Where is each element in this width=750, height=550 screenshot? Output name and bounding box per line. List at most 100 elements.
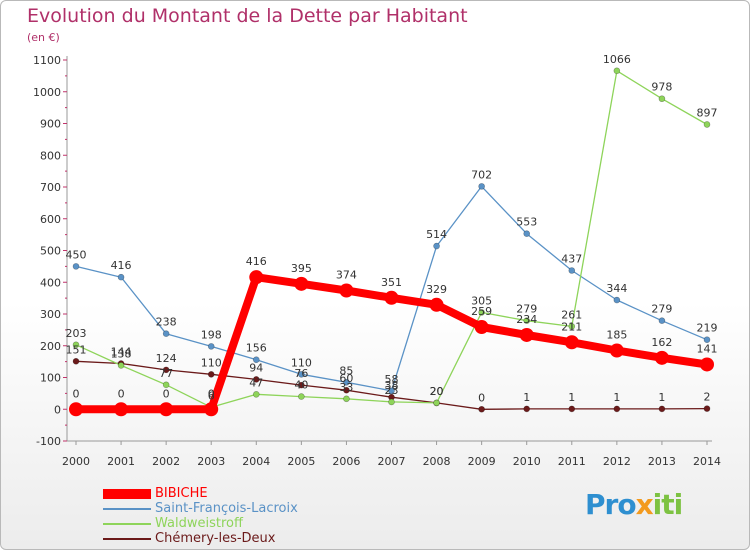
data-label: 279 bbox=[516, 303, 537, 316]
data-point bbox=[478, 183, 485, 190]
data-label: 203 bbox=[66, 327, 87, 340]
data-label: 978 bbox=[651, 81, 672, 94]
data-point bbox=[343, 386, 350, 394]
x-tick-label: 2009 bbox=[468, 455, 496, 468]
data-label: 437 bbox=[561, 253, 582, 266]
data-point bbox=[298, 371, 305, 378]
data-label: 198 bbox=[201, 328, 222, 341]
data-label: 2 bbox=[704, 391, 711, 404]
data-point bbox=[658, 405, 666, 413]
data-point bbox=[343, 395, 350, 403]
data-point bbox=[433, 399, 440, 407]
y-tick-label: 0 bbox=[54, 403, 61, 416]
data-label: 141 bbox=[697, 342, 718, 355]
x-tick-label: 2007 bbox=[378, 455, 406, 468]
data-label: 0 bbox=[208, 387, 215, 400]
data-label: 211 bbox=[561, 320, 582, 333]
data-label: 40 bbox=[294, 379, 308, 392]
data-label: 897 bbox=[697, 106, 718, 119]
data-label: 151 bbox=[66, 343, 87, 356]
y-tick-label: 700 bbox=[40, 181, 61, 194]
data-point bbox=[568, 323, 576, 330]
data-label: 156 bbox=[246, 342, 267, 355]
data-point bbox=[388, 398, 395, 406]
y-tick-label: 600 bbox=[40, 213, 61, 226]
y-tick-label: 400 bbox=[40, 276, 61, 289]
data-point bbox=[249, 270, 264, 285]
data-point bbox=[298, 393, 305, 400]
legend-label-waldweistroff: Waldweistroff bbox=[155, 516, 243, 531]
y-tick-label: 1000 bbox=[33, 86, 61, 99]
data-point bbox=[474, 320, 489, 335]
data-label: 0 bbox=[73, 387, 80, 400]
data-point bbox=[69, 402, 83, 417]
data-point bbox=[117, 273, 125, 281]
data-label: 20 bbox=[430, 385, 444, 398]
data-label: 0 bbox=[163, 387, 170, 400]
data-point bbox=[523, 230, 531, 237]
data-label: 185 bbox=[606, 329, 627, 342]
legend-swatch-waldweistroff bbox=[103, 523, 151, 525]
data-label: 219 bbox=[697, 322, 718, 335]
data-point bbox=[703, 121, 711, 128]
data-label: 144 bbox=[111, 346, 132, 359]
data-label: 702 bbox=[471, 168, 492, 181]
data-point bbox=[658, 95, 666, 103]
data-label: 1 bbox=[658, 391, 665, 404]
data-label: 1 bbox=[613, 391, 620, 404]
data-label: 1 bbox=[568, 391, 575, 404]
data-label: 47 bbox=[249, 376, 263, 389]
data-point bbox=[654, 350, 669, 365]
data-label: 351 bbox=[381, 276, 402, 289]
data-label: 38 bbox=[385, 379, 399, 392]
x-tick-label: 2000 bbox=[62, 455, 90, 468]
data-label: 124 bbox=[156, 352, 177, 365]
data-label: 110 bbox=[291, 356, 312, 369]
data-label: 344 bbox=[606, 282, 627, 295]
data-label: 33 bbox=[339, 381, 353, 394]
data-label: 416 bbox=[111, 259, 132, 272]
x-tick-label: 2013 bbox=[648, 455, 676, 468]
data-label: 0 bbox=[118, 387, 125, 400]
data-label: 416 bbox=[246, 255, 267, 268]
x-tick-label: 2012 bbox=[603, 455, 631, 468]
data-point bbox=[703, 405, 711, 412]
data-label: 6 bbox=[208, 389, 215, 402]
data-point bbox=[388, 387, 395, 395]
data-point bbox=[343, 378, 350, 386]
data-point bbox=[609, 343, 624, 358]
data-label: 23 bbox=[385, 384, 399, 397]
y-tick-label: 100 bbox=[40, 372, 61, 385]
x-tick-label: 2008 bbox=[423, 455, 451, 468]
data-label: 450 bbox=[66, 248, 87, 261]
data-point bbox=[252, 391, 260, 398]
data-label: 85 bbox=[339, 364, 353, 377]
data-point bbox=[72, 341, 80, 349]
data-label: 1066 bbox=[603, 53, 631, 66]
data-label: 60 bbox=[339, 372, 353, 385]
legend-swatch-saint-francois-lacroix bbox=[103, 508, 151, 510]
data-label: 138 bbox=[111, 347, 132, 360]
x-tick-label: 2006 bbox=[332, 455, 360, 468]
data-label: 77 bbox=[159, 367, 173, 380]
y-tick-label: -100 bbox=[36, 435, 61, 448]
legend: BIBICHE Saint-François-Lacroix Waldweist… bbox=[103, 486, 403, 546]
legend-item-waldweistroff: Waldweistroff bbox=[103, 516, 403, 531]
proxiti-logo: Proxiti bbox=[585, 488, 683, 521]
data-point bbox=[433, 242, 440, 250]
data-point bbox=[700, 357, 714, 372]
data-label: 1 bbox=[523, 391, 530, 404]
data-point bbox=[162, 366, 170, 374]
y-tick-label: 500 bbox=[40, 245, 61, 258]
y-tick-label: 200 bbox=[40, 340, 61, 353]
data-point bbox=[162, 330, 170, 337]
data-label: 329 bbox=[426, 283, 447, 296]
data-point bbox=[252, 356, 260, 364]
legend-label-bibiche: BIBICHE bbox=[155, 486, 208, 501]
data-point bbox=[613, 405, 621, 413]
x-tick-label: 2001 bbox=[107, 455, 135, 468]
data-point bbox=[478, 309, 485, 316]
legend-item-bibiche: BIBICHE bbox=[103, 486, 403, 501]
y-tick-label: 300 bbox=[40, 308, 61, 321]
